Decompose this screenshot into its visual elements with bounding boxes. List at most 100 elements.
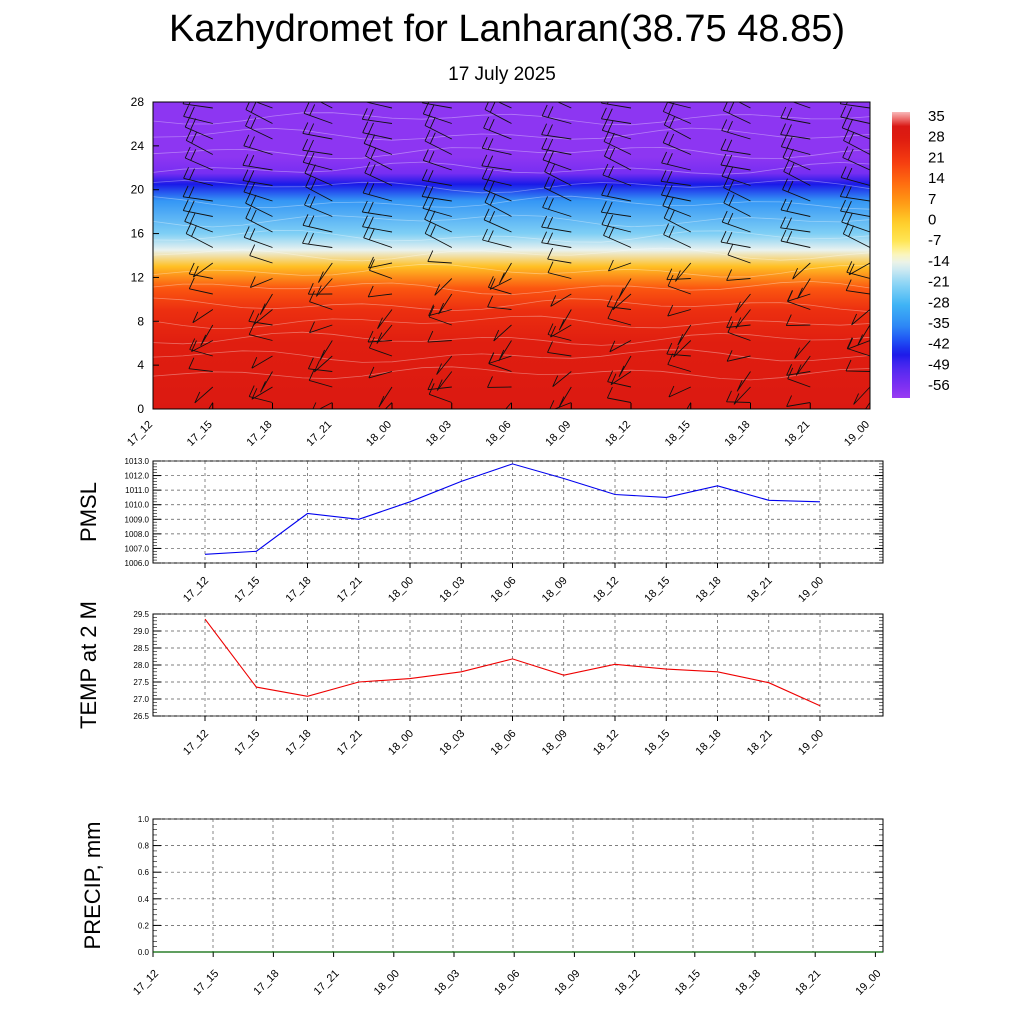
pmsl-chart-y-tick-label: 1007.0 — [125, 544, 150, 553]
precip-chart-x-tick-label: 18_03 — [432, 968, 462, 998]
contour-line — [153, 247, 870, 262]
precip-chart-frame — [152, 818, 884, 953]
wind-barb — [302, 122, 333, 140]
wind-barb — [662, 131, 691, 155]
wind-barbs — [153, 102, 870, 409]
heatmap-x-tick-label: 19_00 — [842, 419, 872, 449]
wind-barb — [243, 180, 273, 202]
heatmap-y-tick-label: 24 — [131, 139, 145, 153]
wind-barb — [364, 161, 393, 186]
colorbar-label: -35 — [928, 315, 950, 332]
wind-barb — [365, 144, 393, 171]
wind-barb — [378, 386, 393, 408]
wind-barb — [185, 222, 214, 248]
wind-barb — [550, 293, 572, 307]
heatmap-x-tick-label: 17_12 — [125, 419, 155, 449]
wind-barb — [481, 154, 512, 171]
wind-barb — [601, 119, 632, 140]
wind-barb — [722, 102, 751, 124]
wind-barb — [552, 371, 572, 388]
wind-barb — [308, 369, 333, 388]
wind-barb — [723, 176, 751, 202]
wind-barb — [841, 116, 870, 140]
precip-chart-y-tick-label: 0.2 — [138, 921, 150, 930]
colorbar — [892, 112, 910, 398]
wind-barb — [438, 293, 453, 315]
wind-barb — [188, 277, 213, 295]
wind-barb — [421, 102, 452, 109]
precip-chart-x-tick-label: 18_00 — [372, 968, 402, 998]
wind-barb — [738, 102, 751, 109]
precip-chart-x-tick-label: 17_18 — [251, 968, 281, 998]
wind-barb — [600, 201, 632, 217]
heatmap-x-tick-label: 18_18 — [723, 419, 753, 449]
temp-chart-x-tick-label: 17_18 — [284, 728, 314, 758]
precip-chart-x-tick-label: 17_15 — [191, 968, 221, 998]
temp-chart-x-tick-label: 18_09 — [540, 728, 570, 758]
wind-barb — [791, 102, 811, 109]
wind-barb — [153, 340, 154, 342]
wind-barb — [245, 114, 273, 140]
wind-barb — [153, 138, 154, 139]
heatmap-x-tick-label: 18_15 — [663, 419, 693, 449]
wind-barb — [319, 102, 333, 109]
wind-barb — [839, 102, 870, 109]
wind-barb — [487, 276, 512, 295]
wind-barb — [851, 309, 870, 326]
heatmap-x-tick-label: 18_12 — [603, 419, 633, 449]
wind-barb — [362, 121, 393, 140]
wind-barb — [421, 185, 452, 202]
heatmap-x-tick-label: 18_03 — [424, 419, 454, 449]
pmsl-chart-y-tick-label: 1009.0 — [125, 515, 150, 524]
wind-barb — [307, 357, 333, 372]
pmsl-chart-x-tick-label: 18_09 — [540, 575, 570, 605]
contour-line — [153, 297, 870, 313]
contour-line — [153, 263, 870, 278]
precip-chart-x-tick-label: 18_21 — [793, 968, 823, 998]
wind-barb — [857, 324, 870, 346]
wind-barb — [368, 259, 393, 279]
contour-line — [153, 229, 870, 243]
wind-barb — [302, 151, 333, 171]
temp-chart-y-tick-label: 26.5 — [133, 712, 149, 721]
pmsl-chart-frame — [152, 460, 884, 564]
wind-barb — [497, 102, 512, 109]
wind-barb — [603, 130, 632, 155]
wind-barb — [780, 198, 811, 217]
wind-barb — [721, 210, 751, 233]
wind-barb — [607, 307, 632, 326]
temp-chart-x-tick-label: 18_06 — [489, 728, 519, 758]
wind-barb — [200, 324, 214, 347]
wind-barb — [787, 367, 811, 388]
heatmap-x-tick-label: 18_09 — [543, 419, 573, 449]
pmsl-chart-x-tick-label: 18_15 — [642, 575, 672, 605]
contour-line — [153, 315, 870, 330]
wind-barb — [259, 293, 273, 315]
precip-chart-y-tick-label: 0.0 — [138, 948, 150, 957]
precip-chart-x-tick-label: 18_09 — [552, 968, 582, 998]
precip-chart-x-tick-label: 18_15 — [673, 968, 703, 998]
wind-barb — [182, 102, 213, 109]
colorbar-label: -56 — [928, 377, 950, 394]
wind-barb — [839, 185, 870, 202]
temp-chart-y-tick-label: 27.0 — [133, 695, 149, 704]
wind-barb — [541, 137, 572, 155]
wind-barb — [736, 371, 751, 392]
precip-chart-x-tick-label: 17_12 — [131, 968, 161, 998]
wind-barb — [617, 278, 632, 300]
wind-barb — [607, 370, 632, 388]
pmsl-chart-y-tick-label: 1013.0 — [125, 457, 150, 466]
wind-barb — [541, 231, 572, 248]
pmsl-chart-x-tick-label: 17_18 — [284, 575, 314, 605]
wind-barb — [309, 290, 333, 310]
wind-barb — [183, 105, 213, 124]
wind-barb — [182, 185, 213, 202]
wind-barb — [558, 386, 572, 408]
temp-chart-y-tick-label: 29.0 — [133, 627, 149, 636]
wind-barb — [194, 386, 214, 404]
pmsl-chart-x-tick-label: 19_00 — [796, 575, 826, 605]
wind-barb — [302, 214, 333, 233]
wind-barb — [603, 224, 632, 248]
pmsl-chart-y-tick-label: 1010.0 — [125, 501, 150, 510]
wind-barb — [487, 376, 512, 388]
